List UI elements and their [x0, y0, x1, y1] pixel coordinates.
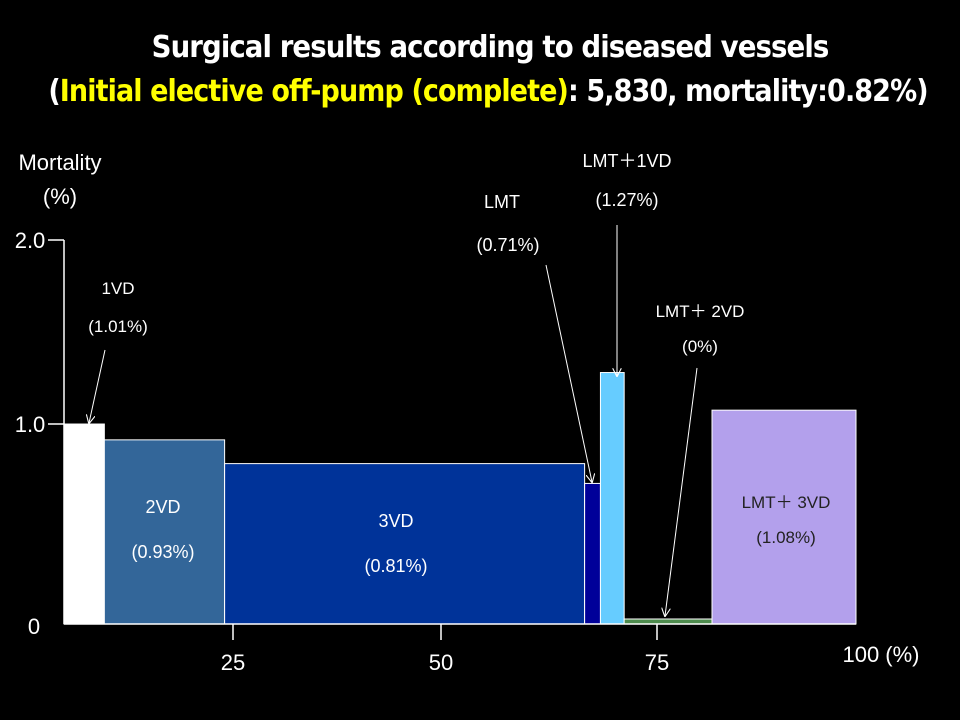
label-lmt-name: LMT [484, 192, 520, 212]
annotation-arrow-1vd [89, 349, 106, 423]
y-tick-label: 2.0 [14, 228, 46, 253]
bar-1vd [63, 423, 105, 625]
y-tick-label: 1.0 [14, 412, 46, 437]
subtitle-highlight: Initial elective off-pump (complete) [59, 74, 569, 109]
annotation-arrow-lmt [545, 264, 592, 482]
label-2vd-value: (0.93%) [131, 542, 195, 562]
x-axis-label: 100 (%) [842, 642, 920, 667]
bar-2vd [103, 439, 226, 625]
label-1vd-name: 1VD [101, 279, 135, 298]
label-lmt-1vd-name: LMT＋1VD [582, 151, 672, 171]
label-lmt-value: (0.71%) [476, 235, 540, 255]
y-tick-label: 0 [27, 614, 41, 639]
annotation-arrow-lmt-2vd [665, 367, 698, 616]
label-lmt-2vd-name: LMT＋ 2VD [655, 302, 745, 321]
label-1vd-value: (1.01%) [88, 317, 148, 336]
x-tick-label: 50 [428, 650, 454, 675]
chart-subtitle: (Initial elective off-pump (complete): 5… [48, 74, 929, 109]
bar-lmt-1vd [599, 372, 625, 625]
label-lmt-2vd-value: (0%) [682, 337, 718, 356]
x-tick-label: 75 [644, 650, 670, 675]
subtitle-rest: : 5,830, mortality:0.82%) [567, 74, 929, 109]
bar-lmt-3vd [711, 409, 857, 625]
y-axis-label: Mortality [18, 150, 102, 175]
chart-title: Surgical results according to diseased v… [151, 30, 830, 65]
label-3vd-value: (0.81%) [364, 556, 428, 576]
label-lmt-3vd-name: LMT＋ 3VD [741, 493, 831, 512]
label-3vd-name: 3VD [378, 511, 414, 531]
y-axis-unit: (%) [42, 184, 78, 209]
label-lmt-1vd-value: (1.27%) [595, 190, 659, 210]
bar-lmt [584, 482, 601, 625]
subtitle-open: ( [48, 74, 60, 109]
label-lmt-3vd-value: (1.08%) [756, 528, 816, 547]
x-tick-label: 25 [220, 650, 246, 675]
bar-3vd [224, 463, 586, 625]
label-2vd-name: 2VD [145, 497, 181, 517]
